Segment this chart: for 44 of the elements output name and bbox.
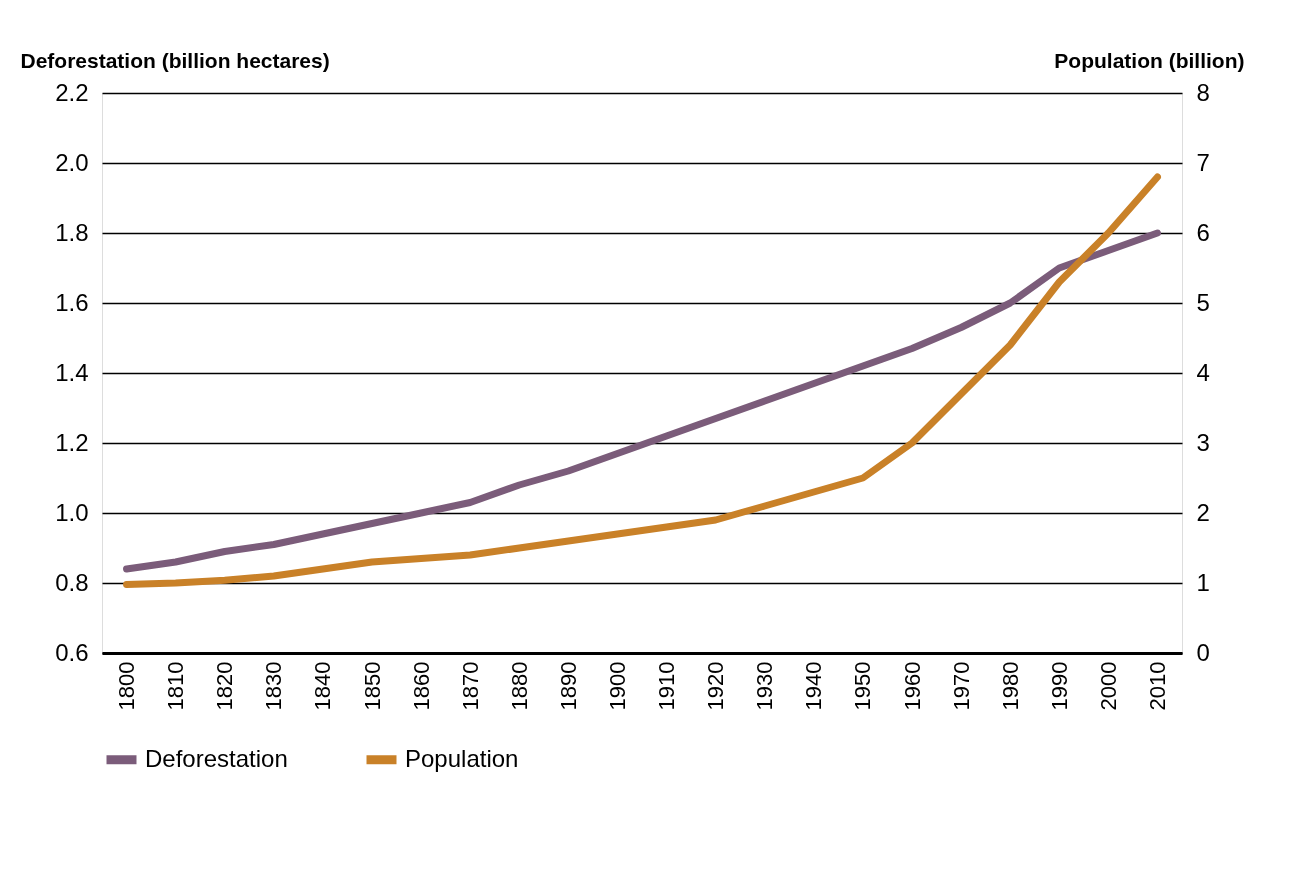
y2-tick-label: 7 bbox=[1196, 148, 1210, 176]
y2-tick-label: 2 bbox=[1196, 498, 1210, 526]
x-tick-label: 1880 bbox=[506, 661, 532, 711]
y2-tick-label: 3 bbox=[1196, 428, 1210, 456]
y-tick-label: 1.4 bbox=[55, 358, 89, 386]
x-tick-label: 2010 bbox=[1144, 661, 1170, 711]
x-tick-label: 1960 bbox=[899, 661, 925, 711]
x-tick-label: 1920 bbox=[703, 661, 729, 711]
y2-tick-label: 1 bbox=[1196, 568, 1210, 596]
x-tick-label: 1890 bbox=[555, 661, 581, 711]
y-tick-label: 0.6 bbox=[55, 638, 89, 666]
y-tick-label: 1.8 bbox=[55, 218, 89, 246]
x-tick-label: 1800 bbox=[114, 661, 140, 711]
x-tick-label: 1860 bbox=[408, 661, 434, 711]
x-tick-label: 1990 bbox=[1046, 661, 1072, 711]
y2-tick-label: 8 bbox=[1196, 78, 1210, 106]
y-tick-label: 1.0 bbox=[55, 498, 89, 526]
y-tick-label: 1.2 bbox=[55, 428, 89, 456]
x-tick-label: 1940 bbox=[801, 661, 827, 711]
x-tick-label: 2000 bbox=[1095, 661, 1121, 711]
x-tick-label: 1810 bbox=[163, 661, 189, 711]
x-tick-label: 1850 bbox=[359, 661, 385, 711]
y-tick-label: 2.2 bbox=[55, 78, 89, 106]
legend-label: Population bbox=[405, 744, 519, 772]
x-tick-label: 1900 bbox=[604, 661, 630, 711]
y2-tick-label: 4 bbox=[1196, 358, 1210, 386]
y2-tick-label: 6 bbox=[1196, 218, 1210, 246]
x-tick-label: 1870 bbox=[457, 661, 483, 711]
x-tick-label: 1830 bbox=[261, 661, 287, 711]
x-tick-label: 1950 bbox=[850, 661, 876, 711]
y-tick-label: 0.8 bbox=[55, 568, 89, 596]
y2-tick-label: 5 bbox=[1196, 288, 1210, 316]
legend-label: Deforestation bbox=[145, 744, 288, 772]
y2-axis-title: Population (billion) bbox=[1054, 48, 1245, 72]
y-tick-label: 2.0 bbox=[55, 148, 89, 176]
y-axis-title: Deforestation (billion hectares) bbox=[20, 48, 330, 72]
x-tick-label: 1980 bbox=[997, 661, 1023, 711]
y-tick-label: 1.6 bbox=[55, 288, 89, 316]
y2-tick-label: 0 bbox=[1196, 638, 1210, 666]
x-tick-label: 1840 bbox=[310, 661, 336, 711]
x-tick-label: 1820 bbox=[212, 661, 238, 711]
x-tick-label: 1970 bbox=[948, 661, 974, 711]
x-tick-label: 1930 bbox=[752, 661, 778, 711]
x-tick-label: 1910 bbox=[654, 661, 680, 711]
